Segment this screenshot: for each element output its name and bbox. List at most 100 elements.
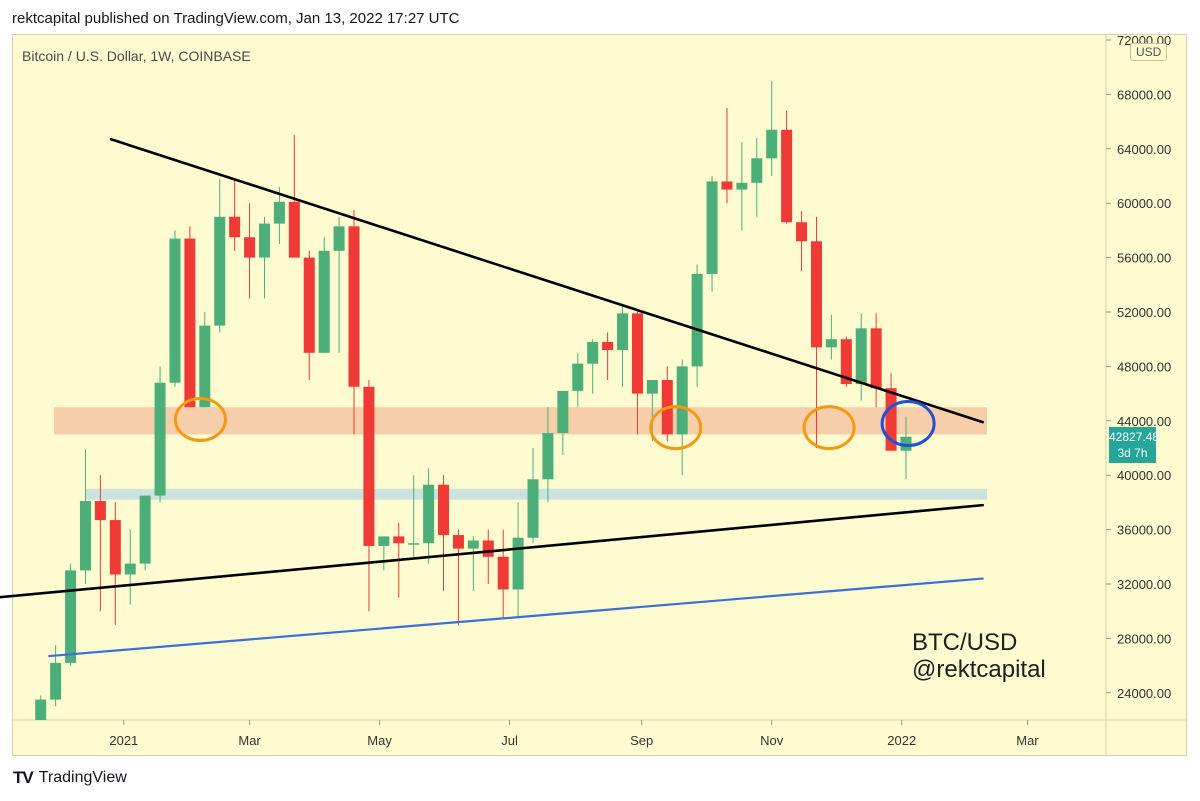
price-tick-label: 24000.00 (1117, 686, 1171, 701)
candle (497, 529, 509, 618)
orange-circle-2 (649, 405, 703, 451)
candle-body (258, 223, 270, 258)
candle (781, 110, 793, 224)
candle-body (885, 388, 897, 451)
last-price-label: 42827.48 3d 7h (1109, 427, 1160, 463)
watermark-pair: BTC/USD (912, 629, 1017, 656)
candle (736, 142, 748, 231)
candle (65, 563, 77, 666)
zones-layer (54, 407, 987, 500)
candle-body (303, 257, 315, 353)
candle (318, 237, 330, 353)
candle (766, 80, 778, 176)
candle (154, 366, 166, 503)
candle-body (497, 556, 509, 590)
candle (885, 373, 897, 451)
time-tick-label: 2022 (887, 733, 916, 748)
candle (303, 250, 315, 380)
candle (527, 448, 539, 544)
candle-body (50, 662, 62, 700)
candle-body (617, 313, 629, 351)
candle-body (512, 537, 524, 590)
time-tick-label: Mar (1016, 733, 1039, 748)
candle (333, 216, 345, 353)
blue-support-line (48, 577, 984, 658)
candle-body (631, 313, 643, 394)
candle-body (781, 129, 793, 223)
candle (214, 178, 226, 333)
candle (602, 332, 614, 380)
price-tick-label: 68000.00 (1117, 87, 1171, 102)
candle (438, 475, 450, 591)
last-price-value: 42827.48 (1109, 430, 1160, 444)
candle-body (423, 484, 435, 544)
candle (512, 502, 524, 618)
candle-body (333, 226, 345, 251)
candle (184, 226, 196, 408)
candle (288, 135, 300, 258)
price-tick-label: 44000.00 (1117, 414, 1171, 429)
candle-body (214, 216, 226, 326)
candle (229, 180, 241, 251)
currency-badge[interactable]: USD (1130, 43, 1168, 61)
blue-circle (880, 400, 936, 448)
candle-body (348, 226, 360, 387)
tradingview-mark-icon: TV (13, 768, 34, 787)
candles-layer (35, 80, 912, 720)
candle (467, 536, 479, 591)
publish-header: rektcapital published on TradingView.com… (12, 10, 460, 27)
price-tick-label: 40000.00 (1117, 468, 1171, 483)
candle-body (169, 238, 181, 383)
candle-body (199, 325, 211, 408)
orange-circle-3 (802, 405, 856, 451)
candle (706, 176, 718, 292)
candle-body (602, 341, 614, 351)
candle-body (900, 436, 912, 451)
candle-body (438, 484, 450, 536)
candle-body (109, 520, 121, 575)
candle (378, 536, 390, 571)
time-tick-label: 2021 (109, 733, 138, 748)
candle-body (721, 181, 733, 190)
candle (169, 230, 181, 387)
candle-body (646, 380, 658, 394)
candle (423, 468, 435, 564)
candle (572, 352, 584, 408)
candle-body (363, 386, 375, 546)
price-tick-label: 60000.00 (1117, 196, 1171, 211)
candle (199, 312, 211, 408)
price-axis: 24000.00 28000.00 32000.00 36000.00 40000.00… (13, 33, 1186, 755)
candle-body (676, 366, 688, 435)
candle-body (229, 216, 241, 238)
candle-body (94, 501, 106, 521)
price-tick-label: 64000.00 (1117, 142, 1171, 157)
time-tick-label: May (367, 733, 392, 748)
trendlines-layer (0, 137, 985, 658)
candle-body (796, 222, 808, 242)
candle-body (542, 433, 554, 480)
candle (796, 211, 808, 272)
price-tick-label: 52000.00 (1117, 305, 1171, 320)
candle (751, 137, 763, 217)
tradingview-logo[interactable]: TV TradingView (13, 768, 127, 788)
candle (273, 186, 285, 244)
candle-body (393, 536, 405, 544)
candle (482, 529, 494, 584)
candle (363, 380, 375, 612)
candle-body (736, 182, 748, 190)
descending-resistance-line (109, 137, 985, 424)
time-tick-label: Mar (238, 733, 261, 748)
candle (244, 203, 256, 299)
candle-body (273, 201, 285, 224)
candle-body (65, 570, 77, 663)
candle (691, 264, 703, 387)
candle-body (527, 479, 539, 538)
candle (452, 529, 464, 625)
candle (35, 695, 47, 720)
time-axis: 2021 Mar May Jul Sep Nov 2022 Mar (109, 720, 1039, 748)
candle (79, 449, 91, 584)
candle (870, 313, 882, 408)
candle-body (482, 540, 494, 557)
candle-body (288, 201, 300, 258)
